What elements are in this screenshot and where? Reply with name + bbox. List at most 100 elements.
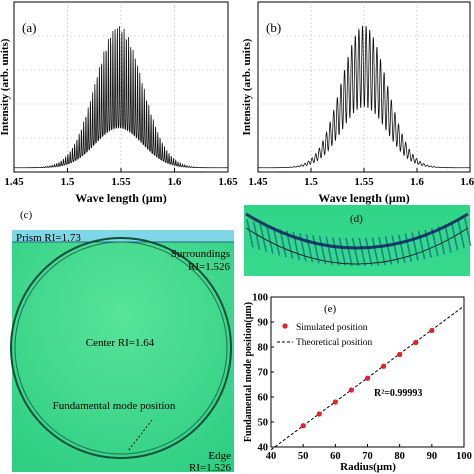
panel-e-legend-theoretical: Theoretical position <box>296 338 372 348</box>
field-fringe <box>384 236 393 265</box>
panel-e-legend-dot <box>282 323 288 329</box>
field-fringe <box>252 221 261 250</box>
panel-e-x-ticks: 40 50 60 70 80 90 100 <box>266 444 472 462</box>
field-fringe <box>272 227 281 256</box>
panel-e-simulated-points <box>300 327 435 429</box>
field-fringe <box>338 237 347 266</box>
field-fringe <box>279 228 287 258</box>
panel-c-surroundings-ri: RI=1.526 <box>188 261 230 273</box>
field-fringe <box>378 236 386 266</box>
panel-c-ring-simulation: (c) Prism RI=1.73 Surroundings RI=1.526 … <box>10 209 234 474</box>
field-fringe <box>437 226 446 255</box>
field-fringe <box>318 235 327 265</box>
simulated-point <box>429 327 435 334</box>
y-tick-label: 40 <box>258 443 269 454</box>
panel-a-x-axis-label: Wave length (μm) <box>75 191 166 205</box>
panel-b-y-axis-label: Intensity (arb. units) <box>241 38 253 135</box>
y-tick-label: 70 <box>258 368 269 379</box>
panel-a-x-ticks: 1.45 1.5 1.55 1.6 1.65 <box>4 168 238 188</box>
panel-c-label: (c) <box>20 209 33 221</box>
panel-e-frame <box>270 296 465 448</box>
y-tick-label: 100 <box>252 293 268 304</box>
panel-c-center-text: Center RI=1.64 <box>86 337 155 349</box>
x-tick-label: 1.5 <box>61 176 75 188</box>
x-tick-label: 1.6 <box>168 176 182 188</box>
x-tick-label: 40 <box>266 451 277 462</box>
panel-d-mode-band <box>245 212 469 250</box>
panel-b-x-axis-label: Wave length (μm) <box>318 191 409 205</box>
field-fringe <box>345 237 353 267</box>
panel-a-spectrum-line <box>14 26 228 169</box>
field-fringe <box>371 237 380 266</box>
panel-b-x-ticks: 1.45 1.5 1.55 1.6 1.65 <box>248 168 474 188</box>
x-tick-label: 1.45 <box>248 176 268 188</box>
panel-d-label: (d) <box>350 213 363 225</box>
panel-c-edge-text: Edge <box>208 450 231 462</box>
x-tick-label: 100 <box>456 451 472 462</box>
panel-b-spectrum-chart: (b) 1.451.51.551.61.65 Wave length (μm) … <box>241 1 474 205</box>
y-tick-label: 50 <box>258 418 269 429</box>
simulated-point <box>380 363 387 369</box>
x-tick-label: 1.65 <box>460 176 474 188</box>
x-tick-label: 70 <box>362 451 373 462</box>
simulated-point <box>364 375 371 381</box>
field-fringe <box>457 220 465 249</box>
field-fringe <box>266 225 274 254</box>
panel-e-label: (e) <box>324 303 337 315</box>
field-fringe <box>464 217 472 247</box>
panel-b-spectrum-line <box>258 25 470 169</box>
panel-a-grid <box>14 2 228 172</box>
panel-d-mode-field: (d) <box>244 205 472 276</box>
panel-e-scatter-chart: 40 50 60 70 80 90 100 40 50 60 70 80 90 100 (e) Simu… <box>243 293 472 474</box>
panel-c-inner-ring <box>14 241 228 455</box>
x-tick-label: 1.5 <box>304 176 318 188</box>
y-tick-label: 90 <box>258 318 269 329</box>
panel-d-ring-edge <box>245 227 469 265</box>
y-tick-label: 60 <box>258 393 269 404</box>
field-fringe <box>312 235 320 264</box>
panel-a-label: (a) <box>22 20 36 35</box>
field-fringe <box>332 237 340 266</box>
panel-c-mode-pointer <box>127 419 153 452</box>
panel-e-legend-simulated: Simulated position <box>296 323 368 333</box>
panel-c-surroundings-text: Surroundings <box>171 248 230 260</box>
field-fringe <box>351 237 360 267</box>
simulated-point <box>413 339 419 346</box>
field-fringe <box>365 237 373 266</box>
x-tick-label: 1.55 <box>354 176 374 188</box>
panel-c-outer-ring <box>10 237 232 459</box>
panel-c-mode-text: Fundamental mode position <box>53 400 176 412</box>
panel-c-prism-text: Prism RI=1.73 <box>16 232 81 244</box>
simulated-point <box>316 411 322 417</box>
panel-d-fringes <box>246 217 472 267</box>
x-tick-label: 60 <box>330 451 341 462</box>
simulated-point <box>348 387 355 393</box>
x-tick-label: 1.55 <box>111 176 131 188</box>
field-fringe <box>444 224 452 253</box>
panel-a-spectrum-chart: (a) 1.45 1.5 1.55 1.6 1.65 Wave length (μm) … <box>0 1 238 205</box>
y-tick-label: 80 <box>258 343 269 354</box>
simulated-point <box>332 399 338 405</box>
x-tick-label: 50 <box>298 451 309 462</box>
panel-c-edge-ri: RI=1.526 <box>189 462 231 474</box>
panel-b-label: (b) <box>266 20 281 35</box>
field-fringe <box>404 233 413 262</box>
simulated-point <box>397 351 403 358</box>
panel-e-r2-annotation: R²=0.99993 <box>374 388 422 399</box>
x-tick-label: 90 <box>427 451 438 462</box>
x-tick-label: 1.6 <box>410 176 424 188</box>
x-tick-label: 1.45 <box>4 176 24 188</box>
x-tick-label: 1.65 <box>218 176 238 188</box>
panel-e-y-axis-label: Fundamental mode position(μm) <box>243 302 254 442</box>
field-fringe <box>411 232 419 261</box>
panel-c-prism-region <box>12 230 234 242</box>
simulated-point <box>300 423 306 429</box>
x-tick-label: 80 <box>394 451 405 462</box>
panel-e-x-axis-label: Radius(μm) <box>340 461 396 473</box>
field-fringe <box>246 219 254 248</box>
panel-e-y-ticks: 40 50 60 70 80 90 100 <box>252 293 274 454</box>
field-fringe <box>325 236 333 265</box>
field-fringe <box>259 223 267 252</box>
field-fringe <box>358 237 366 267</box>
